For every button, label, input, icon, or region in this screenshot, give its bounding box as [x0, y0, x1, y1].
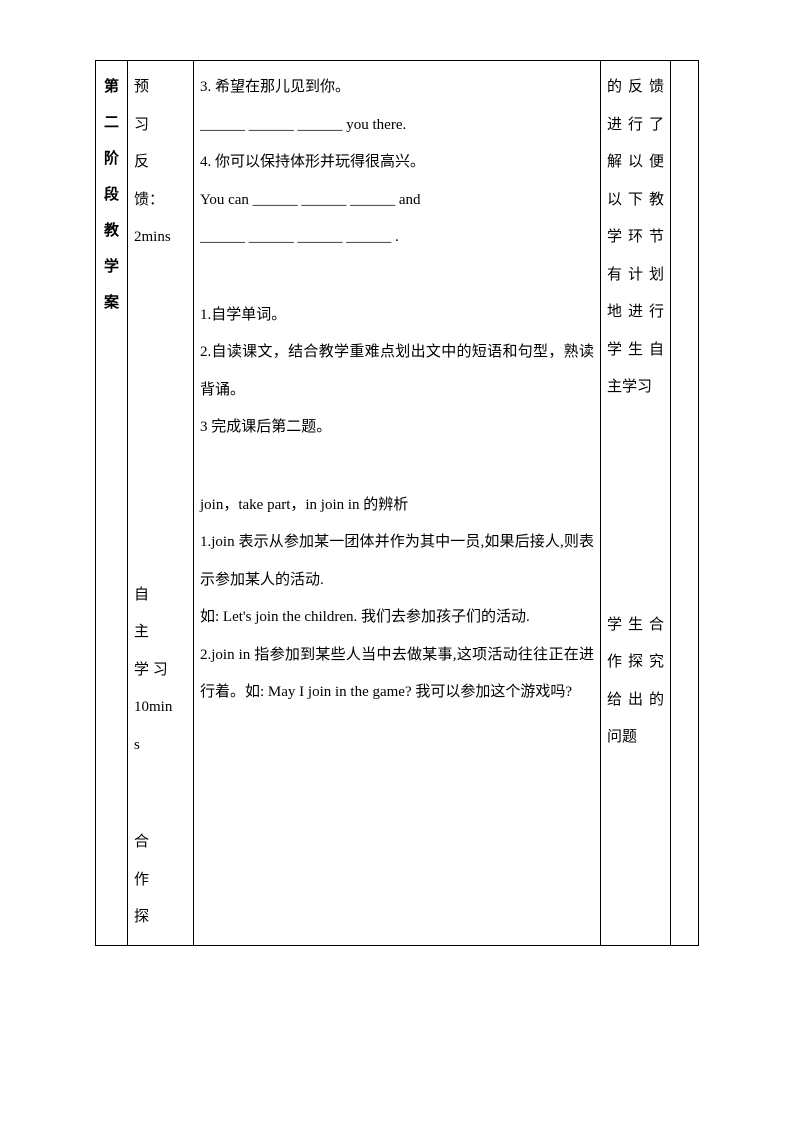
content-line: You can ______ ______ ______ and — [200, 182, 594, 220]
content-cell: 3. 希望在那儿见到你。 ______ ______ ______ you th… — [194, 61, 601, 946]
notes-part-1: 的反馈进行了解以便以下教学环节有计划地进行学生自主学习 — [607, 69, 664, 407]
char: 二 — [102, 105, 121, 141]
char: 作 — [134, 862, 187, 900]
content-line: 2.自读课文，结合教学重难点划出文中的短语和句型，熟读背诵。 — [200, 334, 594, 409]
char: 段 — [102, 177, 121, 213]
stage-label: 第 二 阶 段 教 学 案 — [102, 69, 121, 321]
char: 学 习 — [134, 652, 187, 690]
content-line: ______ ______ ______ you there. — [200, 107, 594, 145]
notes-cell: 的反馈进行了解以便以下教学环节有计划地进行学生自主学习 学生合作探究给出的问题 — [601, 61, 671, 946]
content-line: ______ ______ ______ ______ . — [200, 219, 594, 257]
char: 自 — [134, 577, 187, 615]
notes-part-2: 学生合作探究给出的问题 — [607, 607, 664, 757]
content-line: 如: Let's join the children. 我们去参加孩子们的活动. — [200, 599, 594, 637]
char: s — [134, 727, 187, 765]
char: 预 — [134, 69, 187, 107]
spacer — [607, 407, 664, 607]
spacer — [200, 257, 594, 297]
table-row: 第 二 阶 段 教 学 案 预 习 反 馈： 2mins 自 — [96, 61, 699, 946]
char: 阶 — [102, 141, 121, 177]
content-line: join，take part，in join in 的辨析 — [200, 487, 594, 525]
notes-content: 的反馈进行了解以便以下教学环节有计划地进行学生自主学习 学生合作探究给出的问题 — [607, 69, 664, 757]
lesson-plan-table: 第 二 阶 段 教 学 案 预 习 反 馈： 2mins 自 — [95, 60, 699, 946]
char: 探 — [134, 899, 187, 937]
content-line: 1.自学单词。 — [200, 297, 594, 335]
spacer — [200, 447, 594, 487]
activity-section-1: 预 习 反 馈： 2mins — [134, 69, 187, 257]
content-line: 1.join 表示从参加某一团体并作为其中一员,如果后接人,则表示参加某人的活动… — [200, 524, 594, 599]
content-line: 4. 你可以保持体形并玩得很高兴。 — [200, 144, 594, 182]
char: 10min — [134, 689, 187, 727]
char: 第 — [102, 69, 121, 105]
activity-labels: 预 习 反 馈： 2mins 自 主 学 习 10min s 合 作 — [134, 69, 187, 937]
activity-section-3: 合 作 探 — [134, 824, 187, 937]
content-line: 2.join in 指参加到某些人当中去做某事,这项活动往往正在进行着。如: M… — [200, 637, 594, 712]
char: 主 — [134, 614, 187, 652]
activity-section-2: 自 主 学 习 10min s — [134, 577, 187, 765]
char: 教 — [102, 213, 121, 249]
char: 反 — [134, 144, 187, 182]
stage-label-cell: 第 二 阶 段 教 学 案 — [96, 61, 128, 946]
content-line: 3 完成课后第二题。 — [200, 409, 594, 447]
char: 学 — [102, 249, 121, 285]
empty-cell — [671, 61, 699, 946]
char: 习 — [134, 107, 187, 145]
char: 合 — [134, 824, 187, 862]
char: 2mins — [134, 219, 187, 257]
char: 案 — [102, 285, 121, 321]
char: 馈： — [134, 182, 187, 220]
content-line: 3. 希望在那儿见到你。 — [200, 69, 594, 107]
activity-label-cell: 预 习 反 馈： 2mins 自 主 学 习 10min s 合 作 — [128, 61, 194, 946]
